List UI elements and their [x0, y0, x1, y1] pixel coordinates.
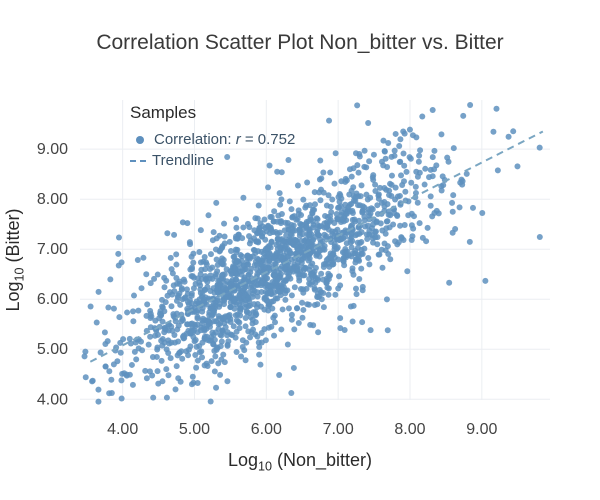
svg-text:4.00: 4.00 — [107, 421, 138, 438]
svg-text:6.00: 6.00 — [251, 421, 282, 438]
svg-text:8.00: 8.00 — [394, 421, 425, 438]
svg-text:8.00: 8.00 — [37, 191, 68, 208]
svg-text:4.00: 4.00 — [37, 391, 68, 408]
svg-text:5.00: 5.00 — [37, 341, 68, 358]
svg-text:6.00: 6.00 — [37, 291, 68, 308]
svg-text:9.00: 9.00 — [37, 141, 68, 158]
svg-text:9.00: 9.00 — [466, 421, 497, 438]
svg-text:7.00: 7.00 — [323, 421, 354, 438]
svg-text:5.00: 5.00 — [179, 421, 210, 438]
svg-text:7.00: 7.00 — [37, 241, 68, 258]
